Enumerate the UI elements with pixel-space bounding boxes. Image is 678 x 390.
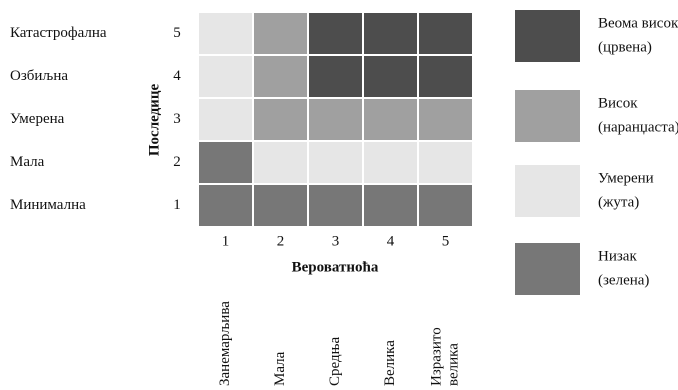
matrix-cell bbox=[252, 183, 309, 228]
row-number: 1 bbox=[173, 197, 181, 213]
row-number: 3 bbox=[173, 111, 181, 127]
row-label: Катастрофална bbox=[10, 25, 107, 41]
column-label: велика bbox=[445, 343, 461, 386]
legend-label: (зелена) bbox=[598, 272, 649, 288]
matrix-cell bbox=[362, 183, 419, 228]
matrix-cell bbox=[252, 140, 309, 185]
column-number: 4 bbox=[387, 233, 395, 249]
matrix-cell bbox=[252, 54, 309, 99]
matrix-cell bbox=[307, 97, 364, 142]
column-number: 1 bbox=[222, 233, 230, 249]
legend-swatch bbox=[515, 165, 580, 217]
row-number: 5 bbox=[173, 25, 181, 41]
matrix-cell bbox=[362, 140, 419, 185]
row-label: Минимална bbox=[10, 197, 86, 213]
column-number: 3 bbox=[332, 233, 340, 249]
matrix-cell bbox=[307, 183, 364, 228]
matrix-cell bbox=[197, 11, 254, 56]
matrix-cell bbox=[197, 183, 254, 228]
matrix-cell bbox=[252, 97, 309, 142]
row-label: Мала bbox=[10, 154, 45, 170]
legend-label: (жута) bbox=[598, 194, 639, 210]
matrix-cell bbox=[307, 54, 364, 99]
legend-label: Умерени bbox=[598, 170, 654, 186]
matrix-cell bbox=[417, 140, 474, 185]
column-label: Велика bbox=[382, 340, 398, 386]
matrix-cell bbox=[197, 97, 254, 142]
legend-swatch bbox=[515, 90, 580, 142]
probability-title: Вероватноћа bbox=[292, 259, 379, 275]
matrix-cell bbox=[197, 140, 254, 185]
matrix-cell bbox=[362, 54, 419, 99]
column-number: 2 bbox=[277, 233, 285, 249]
matrix-cell bbox=[252, 11, 309, 56]
matrix-cell bbox=[197, 54, 254, 99]
column-label: Средња bbox=[327, 337, 343, 386]
column-label: Мала bbox=[272, 351, 288, 386]
row-number: 4 bbox=[173, 68, 181, 84]
matrix-cell bbox=[307, 11, 364, 56]
matrix-cell bbox=[307, 140, 364, 185]
matrix-cell bbox=[362, 97, 419, 142]
legend-label: (наранџаста) bbox=[598, 119, 678, 135]
legend-swatch bbox=[515, 243, 580, 295]
matrix-cell bbox=[362, 11, 419, 56]
legend-label: (црвена) bbox=[598, 39, 652, 55]
legend-label: Низак bbox=[598, 248, 637, 264]
matrix-cell bbox=[417, 11, 474, 56]
legend-label: Веома висок bbox=[598, 15, 678, 31]
row-label: Озбиљна bbox=[10, 68, 68, 84]
column-label: Занемарљива bbox=[217, 301, 233, 386]
row-label: Умерена bbox=[10, 111, 65, 127]
matrix-cell bbox=[417, 183, 474, 228]
column-number: 5 bbox=[442, 233, 450, 249]
matrix-cell bbox=[417, 54, 474, 99]
consequence-title: Последице bbox=[146, 84, 162, 157]
column-label: Изразито bbox=[428, 327, 444, 386]
legend-swatch bbox=[515, 10, 580, 62]
matrix-cell bbox=[417, 97, 474, 142]
cells bbox=[197, 11, 474, 228]
row-number: 2 bbox=[173, 154, 181, 170]
legend-label: Висок bbox=[598, 95, 638, 111]
